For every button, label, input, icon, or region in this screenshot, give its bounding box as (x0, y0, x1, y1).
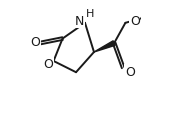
Text: O: O (31, 36, 41, 49)
Text: O: O (43, 57, 53, 70)
Text: N: N (74, 15, 84, 28)
Text: O: O (125, 65, 135, 78)
Polygon shape (94, 41, 115, 53)
Text: O: O (130, 15, 140, 28)
Text: H: H (86, 9, 95, 19)
